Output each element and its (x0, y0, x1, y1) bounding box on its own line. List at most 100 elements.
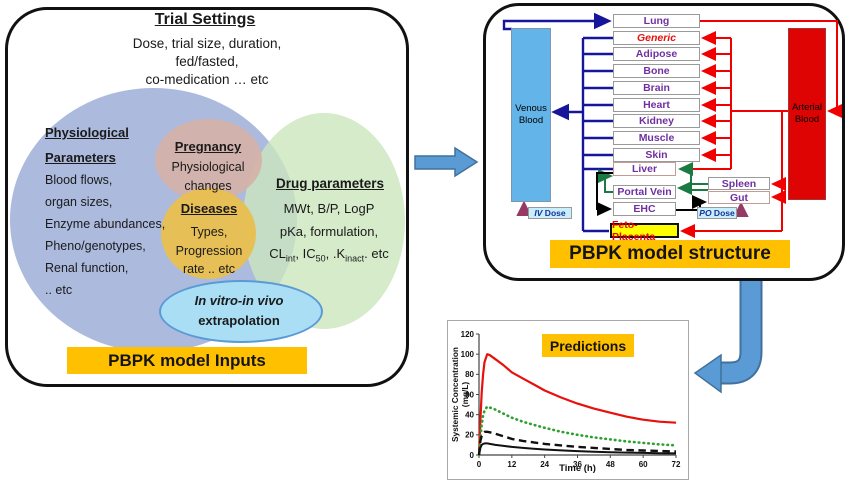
pregnancy-circle (155, 119, 262, 201)
trial-line: Dose, trial size, duration, (132, 36, 282, 51)
bent-arrow-head (693, 353, 722, 394)
organ-box-portal-vein: Portal Vein (613, 185, 676, 199)
drug-line: pKa, formulation, (279, 223, 379, 239)
drug-parameters-heading: Drug parameters (275, 176, 385, 191)
ivive-text: In vitro-in vivo extrapolation (159, 291, 319, 331)
series-high-dose (477, 353, 677, 456)
po-dose-box: PO Dose (697, 207, 737, 219)
text-segment: , IC (295, 246, 316, 261)
x-tick-label: 12 (507, 460, 516, 469)
pregnancy-text: Physiological changes (148, 158, 268, 196)
organ-box-liver: Liver (613, 162, 676, 176)
pbpk-inputs-label: PBPK model Inputs (67, 347, 307, 374)
trial-line: fed/fasted, (175, 54, 239, 69)
physio-item: Enzyme abundances, (45, 217, 166, 231)
pregnancy-line: Physiological (171, 160, 245, 174)
physiological-heading-line: Physiological (45, 125, 129, 140)
text-segment: , .K (325, 246, 346, 261)
trial-settings-heading: Trial Settings (154, 11, 256, 28)
arterial-blood-box: Arterial Blood (788, 28, 826, 200)
series-low-dose-dashed (477, 430, 677, 456)
organ-box-kidney: Kidney (613, 114, 700, 128)
y-tick-label: 80 (465, 370, 474, 379)
drug-line: MWt, B/P, LogP (283, 201, 375, 216)
organ-box-heart: Heart (613, 98, 700, 112)
label-line: Venous (515, 103, 547, 114)
y-tick-label: 40 (465, 410, 474, 419)
pregnancy-heading: Pregnancy (174, 139, 242, 154)
x-tick-label: 48 (606, 460, 615, 469)
diseases-text: Types, Progression rate .. etc (150, 223, 268, 279)
organ-box-gut: Gut (708, 191, 770, 204)
y-tick-label: 60 (465, 390, 474, 399)
trial-settings-details: Dose, trial size, duration, fed/fasted, … (57, 35, 357, 89)
physio-item: .. etc (45, 283, 73, 297)
text-segment: . etc (364, 246, 389, 261)
x-tick-label: 0 (477, 460, 482, 469)
diseases-line: Progression (175, 243, 243, 258)
label-line: Blood (518, 115, 544, 126)
x-tick-label: 60 (639, 460, 648, 469)
text-segment: CL (269, 246, 286, 261)
text-segment: inact (345, 253, 365, 264)
physiological-heading: Physiological Parameters (45, 120, 129, 170)
ivive-line: In vitro-in vivo (194, 293, 284, 308)
diseases-line: rate .. etc (182, 262, 236, 276)
y-tick-label: 0 (470, 451, 475, 460)
text-segment: PO (699, 208, 712, 218)
organ-box-lung: Lung (613, 14, 700, 28)
organ-box-adipose: Adipose (613, 47, 700, 61)
diseases-line: Types, (190, 225, 228, 239)
text-segment: IV (534, 208, 543, 218)
x-tick-label: 36 (573, 460, 582, 469)
ehc-flow-lines (596, 172, 707, 216)
series-lowest-dose (478, 442, 677, 456)
y-tick-label: 120 (461, 330, 475, 339)
organ-box-generic: Generic (613, 31, 700, 45)
label-line: Blood (794, 114, 820, 125)
organ-box-feto: Feto-Placenta (610, 219, 679, 243)
x-tick-label: 72 (672, 460, 681, 469)
bent-arrow-icon (721, 281, 761, 383)
venous-blood-box: Venous Blood (511, 28, 551, 202)
x-axis-title: Time (h) (559, 463, 596, 474)
drug-parameters-text: MWt, B/P, LogP pKa, formulation, CLint, … (248, 198, 410, 270)
label-line: Arterial (791, 102, 823, 113)
physiological-heading-line: Parameters (45, 150, 116, 165)
physiological-list: Blood flows, organ sizes, Enzyme abundan… (45, 169, 165, 301)
organ-box-ehc: EHC (613, 202, 676, 216)
organ-box-muscle: Muscle (613, 131, 700, 145)
diseases-circle (161, 188, 256, 279)
trial-line: co-medication … etc (145, 72, 269, 87)
y-axis-unit: (mg/L) (460, 382, 470, 408)
iv-dose-box: IV Dose (528, 207, 572, 219)
y-tick-label: 100 (461, 350, 475, 359)
physio-item: organ sizes, (45, 195, 113, 209)
physio-item: Pheno/genotypes, (45, 239, 146, 253)
y-axis-title: Systemic Concentration (450, 347, 460, 442)
concentration-time-plot: 0 20 40 60 80 100 120 0 12 24 36 48 60 72 Time (h) Syst… (450, 330, 681, 474)
physio-item: Blood flows, (45, 173, 113, 187)
organ-box-skin: Skin (613, 148, 700, 162)
predictions-label: Predictions (542, 334, 634, 357)
pbpk-structure-label: PBPK model structure (550, 240, 790, 268)
pregnancy-line: changes (184, 179, 232, 193)
ivive-ellipse (159, 280, 323, 343)
arterial-flow-lines (680, 20, 842, 238)
portal-flow-lines (598, 162, 708, 195)
text-segment: int (285, 253, 296, 264)
diseases-heading: Diseases (180, 201, 238, 216)
venous-flow-lines (502, 12, 613, 233)
panel-connector-arrows (414, 146, 763, 394)
y-tick-label: 20 (465, 431, 474, 440)
organ-box-bone: Bone (613, 64, 700, 78)
x-tick-label: 24 (540, 460, 549, 469)
venous-blood-label: Venous Blood (515, 103, 547, 127)
ivive-line: extrapolation (198, 313, 280, 328)
organ-box-brain: Brain (613, 81, 700, 95)
text-segment: 50 (315, 253, 326, 264)
physio-item: Renal function, (45, 261, 129, 275)
drug-line-subscripts: CLint, IC50, .Kinact. etc (248, 243, 410, 270)
